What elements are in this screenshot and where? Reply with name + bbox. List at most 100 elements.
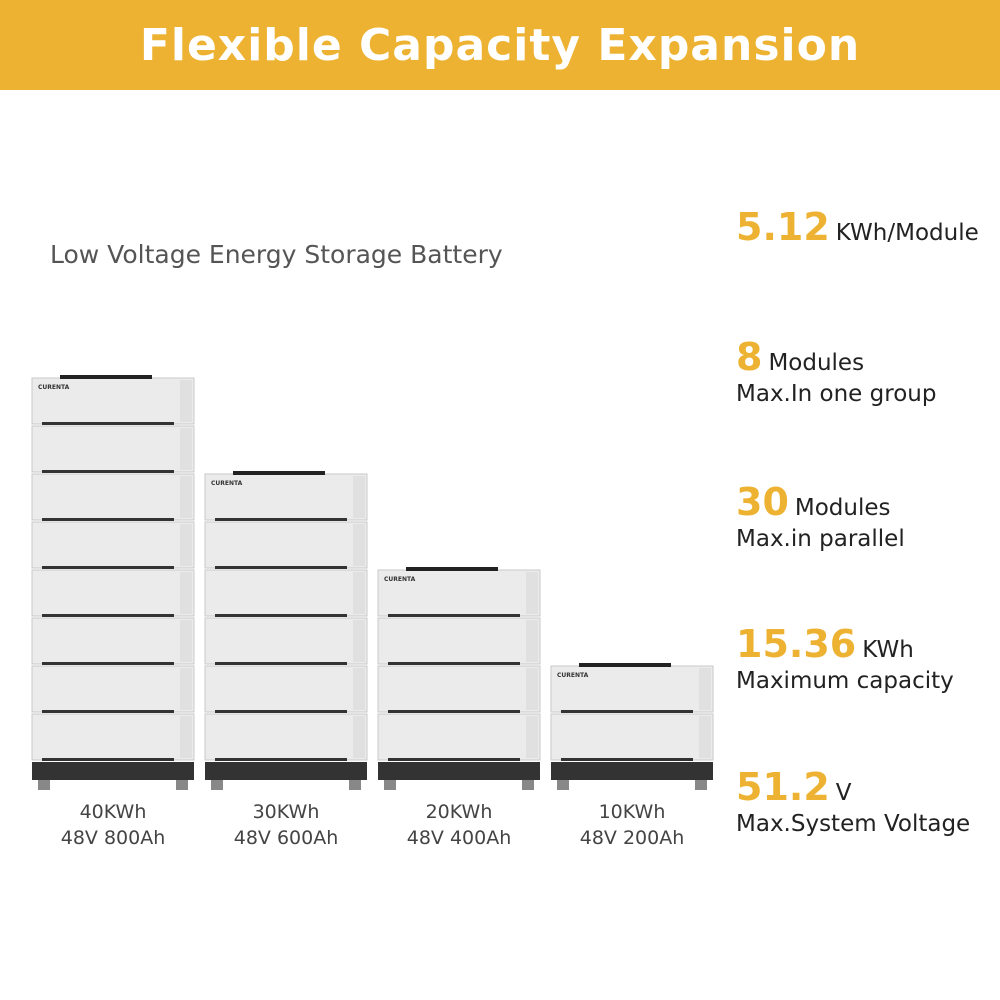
stack-spec: 48V 600Ah [234,827,339,849]
spec-value: 15.36 [736,622,857,666]
spec-description: Maximum capacity [736,668,954,694]
brand-logo: CURENTA [38,384,70,391]
module-side [180,428,192,470]
module-seam [215,758,347,761]
stack-spec: 48V 400Ah [407,827,512,849]
module-side [180,476,192,518]
spec-item: 8 Modules Max.In one group [736,335,936,407]
foot [176,780,188,790]
stack-base [205,762,367,780]
module-side [353,572,365,614]
module-side [180,620,192,662]
module-seam [215,614,347,617]
module-seam [215,662,347,665]
spec-unit: KWh [862,637,914,663]
battery-module [31,569,195,617]
foot [384,780,396,790]
battery-module [31,425,195,473]
subtitle: Low Voltage Energy Storage Battery [50,240,503,269]
module-seam [388,758,520,761]
spec-description: Max.in parallel [736,526,905,552]
module-side [526,620,538,662]
module-side [699,668,711,710]
module-seam [42,518,174,521]
battery-module [204,665,368,713]
stack-capacity: 20KWh [426,801,493,823]
display-bar [60,375,152,379]
battery-module [204,521,368,569]
battery-module [31,377,195,425]
module-side [526,572,538,614]
module-seam [42,614,174,617]
module-seam [215,710,347,713]
foot [38,780,50,790]
module-seam [215,566,347,569]
module-side [353,476,365,518]
spec-description: Max.In one group [736,381,937,407]
battery-module [31,617,195,665]
module-seam [42,662,174,665]
foot [522,780,534,790]
foot [211,780,223,790]
spec-item: 51.2 V Max.System Voltage [736,765,970,837]
display-bar [233,471,325,475]
spec-item: 30 Modules Max.in parallel [736,480,905,552]
spec-value: 5.12 [736,205,830,249]
module-seam [388,614,520,617]
spec-item: 15.36 KWh Maximum capacity [736,622,954,694]
stack-capacity: 30KWh [253,801,320,823]
module-seam [388,662,520,665]
spec-value: 30 [736,480,789,524]
foot [557,780,569,790]
spec-value: 51.2 [736,765,830,809]
module-seam [561,758,693,761]
brand-logo: CURENTA [211,480,243,487]
module-side [526,668,538,710]
stack-base [551,762,713,780]
battery-module [377,617,541,665]
module-side [353,524,365,566]
spec-description: Max.System Voltage [736,811,971,837]
module-seam [42,566,174,569]
module-side [699,716,711,758]
module-side [180,572,192,614]
module-seam [561,710,693,713]
module-seam [42,422,174,425]
stack-spec: 48V 800Ah [61,827,166,849]
stack-capacity: 10KWh [599,801,666,823]
battery-module [377,569,541,617]
module-side [180,716,192,758]
spec-item: 5.12 KWh/Module [736,205,979,249]
spec-unit: Modules [794,495,891,521]
battery-module [31,713,195,761]
display-bar [579,663,671,667]
stack-spec: 48V 200Ah [580,827,685,849]
battery-module [204,617,368,665]
module-seam [388,710,520,713]
module-side [353,620,365,662]
module-side [180,380,192,422]
spec-unit: V [835,780,852,806]
stack-base [378,762,540,780]
module-side [526,716,538,758]
battery-module [31,665,195,713]
module-side [180,524,192,566]
spec-unit: Modules [768,350,865,376]
battery-module [550,713,714,761]
battery-module [204,569,368,617]
battery-module [377,665,541,713]
module-seam [215,518,347,521]
brand-logo: CURENTA [384,576,416,583]
battery-module [31,473,195,521]
brand-logo: CURENTA [557,672,589,679]
header-title: Flexible Capacity Expansion [0,0,1000,90]
module-seam [42,758,174,761]
display-bar [406,567,498,571]
module-side [353,668,365,710]
battery-module [204,713,368,761]
module-side [180,668,192,710]
stack-capacity: 40KWh [80,801,147,823]
spec-unit: KWh/Module [835,220,979,246]
